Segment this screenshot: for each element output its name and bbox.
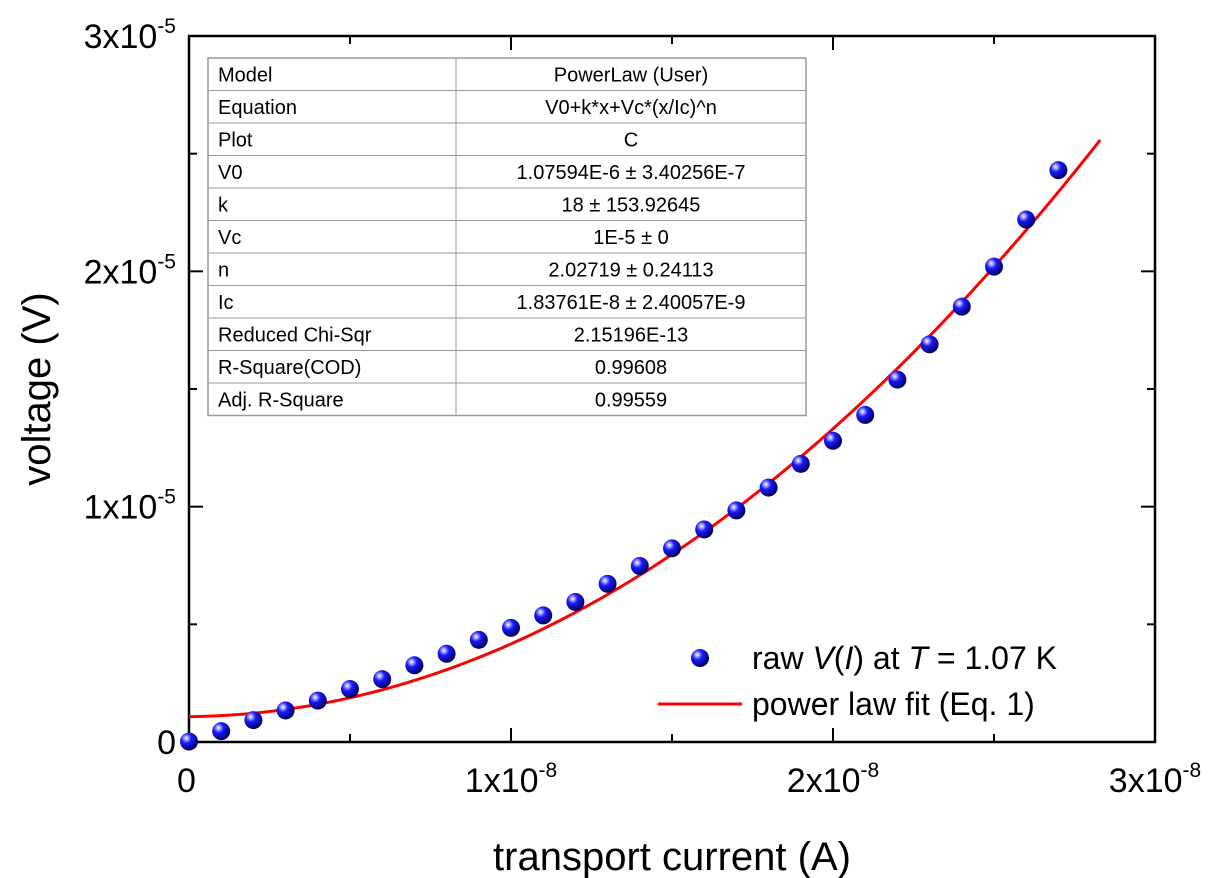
y-tick-label: 2x10-5 xyxy=(84,250,176,291)
table-row-label: k xyxy=(218,195,229,217)
table-row-value: V0+k*x+Vc*(x/Ic)^n xyxy=(545,97,717,119)
data-point xyxy=(952,297,971,316)
data-point xyxy=(437,644,456,663)
x-tick-label-base: 2x10 xyxy=(787,762,861,800)
fit-results-table: Model PowerLaw (User) Equation V0+k*x+Vc*(x… xyxy=(207,57,807,417)
y-tick-label-exponent: -5 xyxy=(157,250,176,273)
data-point xyxy=(180,732,198,751)
legend-label-part: power law fit (Eq. 1) xyxy=(752,686,1035,722)
table-row-label: Ic xyxy=(218,292,234,314)
data-point xyxy=(308,691,327,710)
data-point xyxy=(566,592,585,611)
data-point xyxy=(727,501,746,520)
data-point xyxy=(663,539,681,558)
table-row-label: R-Square(COD) xyxy=(218,357,361,379)
table-row-label: n xyxy=(218,260,229,282)
x-tick-label-base: 3x10 xyxy=(1109,762,1183,800)
data-point xyxy=(985,257,1003,276)
table-row-value: 2.15196E-13 xyxy=(574,325,689,347)
legend-scatter-swatch xyxy=(691,649,709,667)
table-row-value: 18 ± 153.92645 xyxy=(562,195,701,217)
legend-label: power law fit (Eq. 1) xyxy=(752,686,1035,722)
table-row-value: 2.02719 ± 0.24113 xyxy=(548,260,713,282)
table-row-label: Equation xyxy=(218,97,297,119)
y-tick-label-exponent: -5 xyxy=(157,486,176,509)
x-tick-label-base: 1x10 xyxy=(465,762,539,800)
y-tick-label-base: 2x10 xyxy=(84,253,158,291)
x-axis-label: transport current (A) xyxy=(493,835,851,878)
data-point xyxy=(276,701,295,720)
data-point xyxy=(244,711,263,730)
data-point xyxy=(212,722,231,741)
legend-label-part: raw xyxy=(752,640,812,676)
legend-label-part: T xyxy=(908,640,930,676)
legend-label-part: ( xyxy=(834,640,845,676)
x-tick-label-exponent: -8 xyxy=(1183,759,1202,782)
table-row-value: PowerLaw (User) xyxy=(554,65,708,87)
x-tick-label-exponent: -8 xyxy=(539,759,558,782)
data-point xyxy=(920,335,939,354)
x-tick-label-base: 0 xyxy=(177,762,196,800)
y-tick-label-exponent: -5 xyxy=(157,15,176,38)
y-axis-label: voltage (V) xyxy=(15,292,59,485)
data-point xyxy=(502,618,520,637)
data-point xyxy=(824,431,842,450)
legend-label: raw V(I) at T = 1.07 K xyxy=(752,640,1057,676)
y-tick-label: 1x10-5 xyxy=(84,486,176,527)
table-row-value: 1E-5 ± 0 xyxy=(593,227,668,249)
table-row-label: V0 xyxy=(218,162,242,184)
table-row-value: 0.99608 xyxy=(595,357,667,379)
data-points-layer xyxy=(180,161,1068,751)
legend-label-part: I xyxy=(844,640,853,676)
data-point xyxy=(759,478,778,497)
x-tick-label: 1x10-8 xyxy=(465,759,557,800)
data-point xyxy=(341,680,359,699)
data-point xyxy=(373,670,392,689)
data-point xyxy=(534,606,553,625)
table-row-label: Vc xyxy=(218,227,241,249)
legend: raw V(I) at T = 1.07 K power law fit (Eq.… xyxy=(658,640,1057,722)
table-row-label: Model xyxy=(218,65,272,87)
data-point xyxy=(598,574,617,593)
data-point xyxy=(791,454,810,473)
x-tick-label-exponent: -8 xyxy=(861,759,880,782)
data-point xyxy=(888,370,907,389)
y-tick-label: 0 xyxy=(157,724,176,762)
data-point xyxy=(1017,210,1036,229)
data-point xyxy=(856,405,875,424)
table-row-label: Reduced Chi-Sqr xyxy=(218,325,372,347)
y-tick-label-base: 3x10 xyxy=(84,18,158,56)
y-tick-label-base: 0 xyxy=(157,724,176,762)
x-tick-label: 0 xyxy=(177,762,196,800)
legend-label-part: ) at xyxy=(853,640,908,676)
y-tick-label: 3x10-5 xyxy=(84,15,176,56)
table-row-value: C xyxy=(624,130,638,152)
data-point xyxy=(695,520,714,539)
legend-label-part: = 1.07 K xyxy=(928,640,1057,676)
table-row-label: Adj. R-Square xyxy=(218,390,344,412)
data-point xyxy=(405,656,424,675)
data-point xyxy=(630,556,649,575)
table-row-value: 1.83761E-8 ± 2.40057E-9 xyxy=(517,292,746,314)
x-tick-label: 2x10-8 xyxy=(787,759,879,800)
table-row-label: Plot xyxy=(218,130,253,152)
data-point xyxy=(469,630,488,649)
table-row-value: 0.99559 xyxy=(595,390,667,412)
data-point xyxy=(1049,161,1068,180)
x-tick-label: 3x10-8 xyxy=(1109,759,1201,800)
legend-label-part: V xyxy=(812,640,836,676)
y-tick-label-base: 1x10 xyxy=(84,489,158,527)
table-row-value: 1.07594E-6 ± 3.40256E-7 xyxy=(517,162,746,184)
table-border xyxy=(207,57,807,417)
